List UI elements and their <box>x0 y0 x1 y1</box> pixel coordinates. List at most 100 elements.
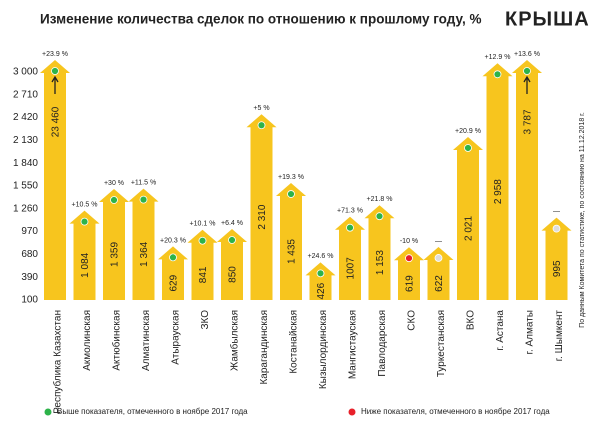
value-label: 841 <box>198 266 209 283</box>
change-label: +24.6 % <box>308 253 334 260</box>
status-dot <box>51 67 59 75</box>
legend-label: Выше показателя, отмеченного в ноябре 20… <box>57 407 248 416</box>
roof <box>276 183 306 197</box>
logo: КРЫША <box>505 8 590 30</box>
value-label: 619 <box>405 275 416 292</box>
status-dot <box>464 144 472 152</box>
change-label: +11.5 % <box>131 179 156 186</box>
change-label: +21.8 % <box>367 196 393 203</box>
status-dot <box>169 253 177 262</box>
roof <box>541 217 572 231</box>
roof <box>335 216 365 230</box>
change-label: +12.9 % <box>485 54 511 61</box>
bar <box>162 258 184 300</box>
roof <box>128 188 159 202</box>
chart-title: Изменение количества сделок по отношению… <box>40 12 481 27</box>
overflow-arrow <box>51 75 59 94</box>
source-note: По данным Комитета по статистике, по сос… <box>579 112 586 328</box>
x-tick-label: г. Шымкент <box>554 310 565 362</box>
roof <box>187 229 218 243</box>
roof <box>423 246 454 260</box>
bar <box>486 75 509 301</box>
x-tick-label: Атырауская <box>171 310 182 365</box>
y-tick-label: 390 <box>21 272 38 283</box>
value-label: 850 <box>228 266 239 283</box>
roof <box>453 136 483 150</box>
roof <box>305 262 336 276</box>
status-dot <box>110 196 118 204</box>
bar <box>280 195 302 300</box>
value-label: 3 787 <box>523 109 534 134</box>
change-label: +6.4 % <box>221 220 243 227</box>
x-tick-label: Республика Казахстан <box>52 310 64 414</box>
y-tick-label: 2 710 <box>13 89 38 100</box>
x-tick-label: Павлодарская <box>377 310 388 377</box>
value-label: 1 359 <box>110 242 121 267</box>
legend-swatch <box>348 408 356 416</box>
x-tick-label: Костанайская <box>289 310 300 374</box>
value-label: 2 958 <box>493 179 504 204</box>
roof <box>99 189 129 203</box>
legend-label: Ниже показателя, отмеченного в ноябре 20… <box>361 407 550 416</box>
value-label: 1 364 <box>139 241 150 266</box>
change-label: +20.9 % <box>455 128 481 135</box>
status-dot <box>405 254 413 263</box>
roof <box>364 205 395 219</box>
value-label: 629 <box>169 274 180 291</box>
status-dot <box>375 212 384 221</box>
value-label: 622 <box>434 275 445 292</box>
legend-swatch <box>44 408 52 416</box>
value-label: 995 <box>552 260 563 277</box>
roof <box>40 60 70 73</box>
bar <box>73 222 96 300</box>
status-dot <box>257 121 266 130</box>
x-tick-label: Мангистауская <box>348 310 359 379</box>
value-label: 2 310 <box>257 204 268 229</box>
bar <box>516 72 538 300</box>
bar <box>221 241 243 300</box>
y-tick-label: 1 840 <box>13 158 38 169</box>
x-tick-label: г. Астана <box>495 310 506 351</box>
value-label: 1 435 <box>287 239 298 264</box>
x-tick-label: Акмолинская <box>82 310 93 371</box>
x-tick-label: СКО <box>407 310 418 331</box>
bar <box>398 259 420 300</box>
y-tick-label: 2 130 <box>13 135 38 146</box>
value-label: 1 153 <box>375 250 386 275</box>
status-dot <box>434 254 443 262</box>
change-label: +23.9 % <box>42 51 68 58</box>
value-label: 426 <box>316 282 327 299</box>
roof <box>69 210 100 224</box>
status-dot <box>139 195 148 204</box>
bar <box>191 241 214 300</box>
x-tick-label: Карагандинская <box>259 310 270 385</box>
x-tick-label: ВКО <box>466 310 477 330</box>
overflow-arrow <box>523 75 531 94</box>
x-tick-label: Туркестанская <box>436 310 447 377</box>
change-label: +10.1 % <box>190 221 216 228</box>
bar <box>309 274 332 300</box>
status-dot <box>346 223 354 232</box>
change-label: +10.5 % <box>72 201 98 208</box>
bar <box>103 201 125 300</box>
bar <box>250 126 273 300</box>
x-tick-label: Кызылординская <box>318 310 329 389</box>
change-label: +71.3 % <box>337 208 363 215</box>
x-tick-label: г. Алматы <box>525 310 536 354</box>
roof <box>482 63 513 77</box>
value-label: 2 021 <box>464 216 475 241</box>
bar <box>368 217 391 300</box>
y-tick-label: 1 550 <box>13 181 38 192</box>
value-label: 23 460 <box>51 106 62 137</box>
roof <box>394 247 424 261</box>
roof <box>217 229 247 243</box>
status-dot <box>552 224 561 233</box>
y-tick-label: 100 <box>21 295 38 306</box>
change-label: — <box>435 238 442 245</box>
y-tick-label: 1 260 <box>13 203 38 214</box>
change-label: +13.6 % <box>514 51 540 58</box>
x-tick-label: Алматинская <box>141 310 152 371</box>
change-label: +20.3 % <box>160 237 186 244</box>
status-dot <box>198 236 207 245</box>
